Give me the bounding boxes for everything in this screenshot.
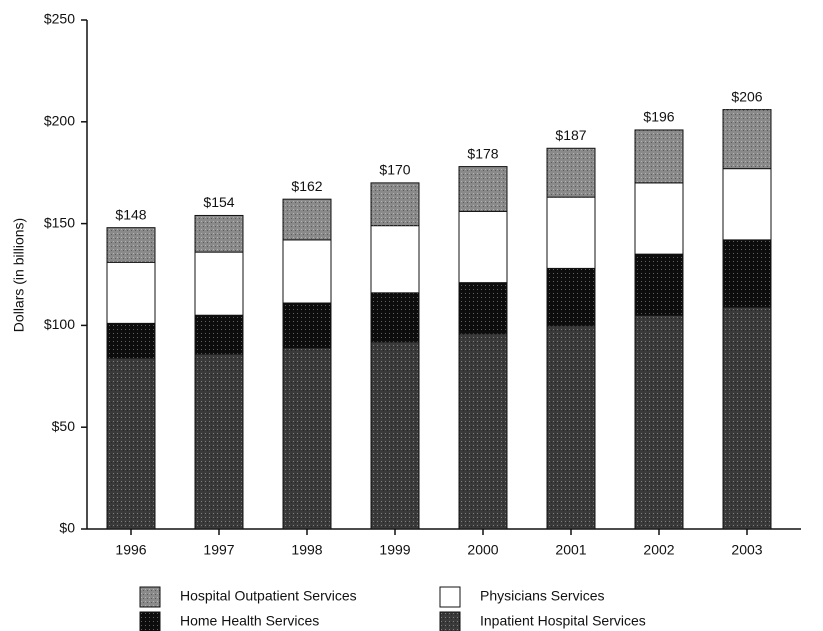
y-tick-label: $100 bbox=[44, 316, 75, 332]
total-label: $154 bbox=[203, 194, 234, 210]
bar-segment bbox=[458, 210, 508, 284]
bar-texture bbox=[195, 353, 243, 529]
legend-texture bbox=[140, 587, 160, 607]
bar-texture bbox=[283, 303, 331, 348]
bar-segment bbox=[370, 225, 420, 294]
bar-texture bbox=[459, 333, 507, 529]
bar-texture bbox=[547, 148, 595, 198]
legend-label: Inpatient Hospital Services bbox=[480, 613, 646, 629]
bar-texture bbox=[107, 357, 155, 529]
total-label: $170 bbox=[379, 162, 410, 178]
bar-texture bbox=[459, 166, 507, 212]
bar-texture bbox=[283, 347, 331, 529]
bar-texture bbox=[547, 325, 595, 529]
x-tick-label: 2000 bbox=[467, 542, 498, 558]
bar-segment bbox=[546, 196, 596, 269]
x-tick-label: 1997 bbox=[203, 542, 234, 558]
bar-texture bbox=[283, 199, 331, 240]
bar-segment bbox=[194, 251, 244, 316]
x-tick-label: 1998 bbox=[291, 542, 322, 558]
total-label: $196 bbox=[643, 109, 674, 125]
bar-texture bbox=[723, 307, 771, 529]
legend-label: Hospital Outpatient Services bbox=[180, 588, 357, 604]
total-label: $206 bbox=[731, 88, 762, 104]
y-tick-label: $250 bbox=[44, 11, 75, 27]
bar-texture bbox=[635, 129, 683, 183]
x-tick-label: 2003 bbox=[731, 542, 762, 558]
bar-texture bbox=[195, 315, 243, 354]
y-tick-label: $200 bbox=[44, 113, 75, 129]
bar-texture bbox=[371, 341, 419, 529]
bar-texture bbox=[195, 215, 243, 253]
bar-texture bbox=[371, 182, 419, 226]
bar-texture bbox=[107, 227, 155, 263]
legend-texture bbox=[440, 612, 460, 631]
total-label: $187 bbox=[555, 127, 586, 143]
y-tick-label: $150 bbox=[44, 214, 75, 230]
bar-segment bbox=[282, 239, 332, 304]
bar-segment bbox=[634, 182, 684, 255]
bar-texture bbox=[635, 315, 683, 529]
legend-texture bbox=[140, 612, 160, 631]
legend-label: Physicians Services bbox=[480, 588, 605, 604]
x-tick-label: 2001 bbox=[555, 542, 586, 558]
bar-texture bbox=[547, 268, 595, 326]
y-tick-label: $50 bbox=[52, 418, 76, 434]
bar-texture bbox=[635, 254, 683, 316]
legend-swatch bbox=[439, 586, 461, 608]
bar-texture bbox=[107, 323, 155, 358]
bar-texture bbox=[459, 282, 507, 334]
bar-texture bbox=[371, 292, 419, 342]
y-tick-label: $0 bbox=[59, 520, 75, 536]
x-tick-label: 2002 bbox=[643, 542, 674, 558]
bar-segment bbox=[722, 168, 772, 241]
bar-texture bbox=[723, 109, 771, 169]
bar-texture bbox=[723, 239, 771, 308]
total-label: $178 bbox=[467, 145, 498, 161]
legend-label: Home Health Services bbox=[180, 613, 319, 629]
x-tick-label: 1999 bbox=[379, 542, 410, 558]
bar-segment bbox=[106, 261, 156, 324]
total-label: $162 bbox=[291, 178, 322, 194]
x-tick-label: 1996 bbox=[115, 542, 146, 558]
total-label: $148 bbox=[115, 206, 146, 222]
y-axis-label: Dollars (in billions) bbox=[11, 218, 27, 332]
